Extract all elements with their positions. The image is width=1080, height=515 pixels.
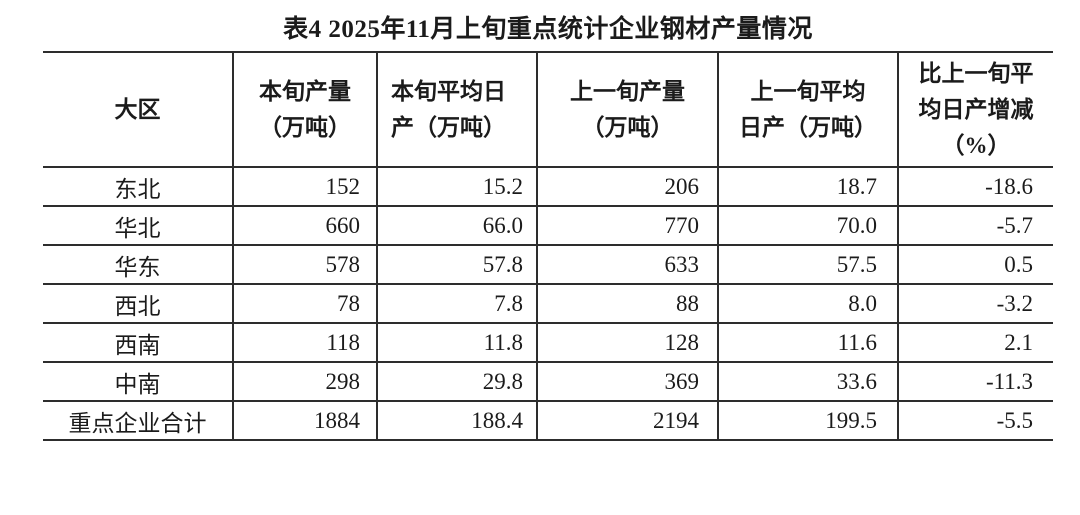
table-row-xinan: 西南 118 11.8 128 11.6 2.1 (43, 323, 1053, 363)
value-cell: 33.6 (717, 362, 898, 402)
value-cell: 2194 (536, 401, 718, 441)
table-row-total: 重点企业合计 1884 188.4 2194 199.5 -5.5 (43, 401, 1053, 441)
value-cell: 128 (536, 323, 718, 363)
header-row: 大区 本旬产量 （万吨） 本旬平均日 产（万吨） 上一旬产量 （万吨） 上一旬平… (43, 52, 1053, 168)
value-cell: -5.7 (897, 206, 1053, 246)
value-cell: 118 (232, 323, 377, 363)
document-page: 表4 2025年11月上旬重点统计企业钢材产量情况 大区 本旬产量 （万吨） 本… (43, 16, 1053, 441)
region-cell: 西南 (43, 323, 233, 363)
table-row-dongbei: 东北 152 15.2 206 18.7 -18.6 (43, 167, 1053, 207)
value-cell: -18.6 (897, 167, 1053, 207)
value-cell: 1884 (232, 401, 377, 441)
value-cell: 88 (536, 284, 718, 324)
col-header-current-output: 本旬产量 （万吨） (232, 52, 377, 168)
value-cell: 578 (232, 245, 377, 285)
value-cell: 18.7 (717, 167, 898, 207)
value-cell: -3.2 (897, 284, 1053, 324)
region-cell: 东北 (43, 167, 233, 207)
value-cell: 70.0 (717, 206, 898, 246)
region-cell: 中南 (43, 362, 233, 402)
value-cell: 57.8 (376, 245, 537, 285)
value-cell: 8.0 (717, 284, 898, 324)
table-row-zhongnan: 中南 298 29.8 369 33.6 -11.3 (43, 362, 1053, 402)
value-cell: -11.3 (897, 362, 1053, 402)
value-cell: 199.5 (717, 401, 898, 441)
value-cell: 78 (232, 284, 377, 324)
value-cell: 660 (232, 206, 377, 246)
value-cell: 11.8 (376, 323, 537, 363)
value-cell: 152 (232, 167, 377, 207)
value-cell: 29.8 (376, 362, 537, 402)
region-cell: 华东 (43, 245, 233, 285)
table-row-huabei: 华北 660 66.0 770 70.0 -5.7 (43, 206, 1053, 246)
table-title: 表4 2025年11月上旬重点统计企业钢材产量情况 (283, 16, 813, 43)
value-cell: 633 (536, 245, 718, 285)
region-cell: 西北 (43, 284, 233, 324)
value-cell: 0.5 (897, 245, 1053, 285)
col-header-previous-daily-avg: 上一旬平均 日产（万吨） (717, 52, 898, 168)
value-cell: 7.8 (376, 284, 537, 324)
steel-production-table: 大区 本旬产量 （万吨） 本旬平均日 产（万吨） 上一旬产量 （万吨） 上一旬平… (43, 51, 1053, 441)
region-cell: 重点企业合计 (43, 401, 233, 441)
table-row-xibei: 西北 78 7.8 88 8.0 -3.2 (43, 284, 1053, 324)
value-cell: 66.0 (376, 206, 537, 246)
value-cell: 298 (232, 362, 377, 402)
col-header-current-daily-avg: 本旬平均日 产（万吨） (376, 52, 537, 168)
col-header-previous-output: 上一旬产量 （万吨） (536, 52, 718, 168)
value-cell: 11.6 (717, 323, 898, 363)
value-cell: 2.1 (897, 323, 1053, 363)
value-cell: 57.5 (717, 245, 898, 285)
col-header-daily-avg-change-pct: 比上一旬平 均日产增减 （%） (897, 52, 1053, 168)
value-cell: 369 (536, 362, 718, 402)
col-header-region: 大区 (43, 52, 233, 168)
table-row-huadong: 华东 578 57.8 633 57.5 0.5 (43, 245, 1053, 285)
value-cell: -5.5 (897, 401, 1053, 441)
value-cell: 188.4 (376, 401, 537, 441)
region-cell: 华北 (43, 206, 233, 246)
value-cell: 15.2 (376, 167, 537, 207)
value-cell: 770 (536, 206, 718, 246)
value-cell: 206 (536, 167, 718, 207)
